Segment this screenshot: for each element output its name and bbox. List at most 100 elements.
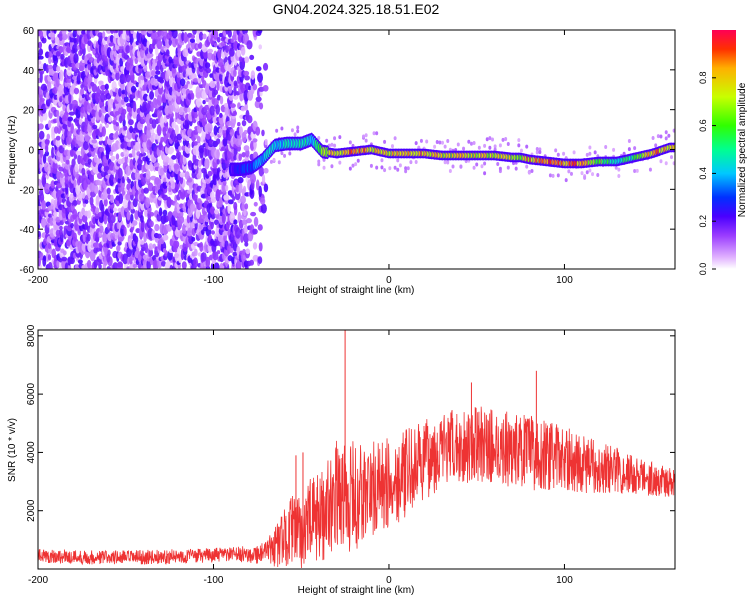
spectrogram-noise-cell <box>333 143 337 148</box>
spectrogram-noise-cell <box>263 183 269 193</box>
spectrogram-noise-cell <box>219 112 223 118</box>
spectrogram-noise-cell <box>105 93 112 100</box>
spectrogram-noise-cell <box>188 194 193 200</box>
spectrogram-noise-cell <box>68 111 75 116</box>
spectrogram-noise-cell <box>406 166 410 171</box>
spectrogram-cells <box>38 30 675 269</box>
spectrogram-noise-cell <box>252 228 258 235</box>
spectrogram-noise-cell <box>262 84 269 92</box>
spectrogram-noise-cell <box>109 151 114 157</box>
spectrogram-noise-cell <box>213 89 219 96</box>
spectrogram-noise-cell <box>245 248 251 255</box>
spectrogram-noise-cell <box>207 30 212 33</box>
spectrogram-noise-cell <box>237 176 244 184</box>
spectrogram-noise-cell <box>192 78 199 83</box>
spectrogram-noise-cell <box>229 128 235 137</box>
spectrogram-noise-cell <box>162 209 168 217</box>
spectrogram-noise-cell <box>226 244 232 255</box>
spectrogram-noise-cell <box>222 137 228 147</box>
spectrogram-noise-cell <box>112 262 119 269</box>
spectrogram-noise-cell <box>451 164 455 169</box>
spectrogram-noise-cell <box>47 80 52 92</box>
spectrogram-noise-cell <box>556 152 560 157</box>
spectrogram-noise-cell <box>38 55 44 60</box>
spectrogram-noise-cell <box>390 144 394 149</box>
spectrogram-noise-cell <box>243 224 248 234</box>
spectrogram-noise-cell <box>134 235 139 245</box>
spectrogram-noise-cell <box>148 243 154 251</box>
spectrogram-noise-cell <box>165 156 170 163</box>
spectrogram-noise-cell <box>125 73 131 83</box>
spectrogram-noise-cell <box>56 170 61 180</box>
spectrogram-noise-cell <box>593 150 597 155</box>
spectrogram-noise-cell <box>58 30 64 42</box>
spectrogram-noise-cell <box>102 31 106 39</box>
spectrogram-noise-cell <box>171 67 176 74</box>
spectrogram-noise-cell <box>201 167 207 174</box>
spectrogram-noise-cell <box>564 178 568 183</box>
spectrogram-noise-cell <box>258 242 263 252</box>
spectrogram-noise-cell <box>530 169 534 174</box>
spectrogram-noise-cell <box>480 164 484 169</box>
spectrogram-noise-cell <box>193 248 198 257</box>
spectrogram-noise-cell <box>38 230 41 238</box>
spectrogram-noise-cell <box>556 173 560 178</box>
spectrogram-noise-cell <box>81 30 86 35</box>
spectrogram-noise-cell <box>41 37 47 44</box>
spectrogram-noise-cell <box>209 191 215 199</box>
spectrogram-noise-cell <box>192 30 197 35</box>
spectrogram-noise-cell <box>151 118 157 129</box>
spectrogram-noise-cell <box>396 158 400 163</box>
snr-y-tick-label: 8000 <box>26 324 37 347</box>
snr-line <box>38 406 675 568</box>
colorbar-ticks: 0.0 0.2 0.4 0.6 0.8 <box>698 72 716 275</box>
spectrogram-noise-cell <box>204 62 211 69</box>
spectrogram-noise-cell <box>156 39 163 50</box>
colorbar-label: Normalized spectral amplitude <box>737 82 748 217</box>
spectrogram-y-tick-label: 0 <box>28 146 34 157</box>
spectrogram-noise-cell <box>275 128 279 133</box>
spectrogram-noise-cell <box>73 87 80 95</box>
spectrogram-noise-cell <box>67 116 74 122</box>
spectrogram-noise-cell <box>234 227 241 239</box>
spectrogram-x-tick-label: -200 <box>28 275 48 286</box>
spectrogram-noise-cell <box>514 166 518 171</box>
spectrogram-noise-cell <box>73 37 77 44</box>
spectrogram-noise-cell <box>216 36 221 43</box>
spectrogram-noise-cell <box>493 147 497 152</box>
spectrogram-noise-cell <box>229 47 235 57</box>
spectrogram-noise-cell <box>65 159 70 165</box>
spectrogram-noise-cell <box>127 200 132 211</box>
spectrogram-noise-cell <box>187 107 191 113</box>
spectrogram-noise-cell <box>144 242 148 254</box>
spectrogram-noise-cell <box>296 129 300 134</box>
spectrogram-noise-cell <box>99 225 104 234</box>
spectrogram-noise-cell <box>380 158 384 163</box>
spectrogram-noise-cell <box>448 168 452 173</box>
spectrogram-noise-cell <box>56 109 60 117</box>
spectrogram-noise-cell <box>120 66 125 72</box>
spectrogram-noise-cell <box>258 166 265 177</box>
spectrogram-noise-cell <box>664 130 668 135</box>
spectrogram-noise-cell <box>240 46 246 56</box>
spectrogram-noise-cell <box>136 163 143 171</box>
spectrogram-noise-cell <box>322 157 326 162</box>
spectrogram-noise-cell <box>95 232 100 244</box>
spectrogram-noise-cell <box>115 122 119 127</box>
spectrogram-noise-cell <box>241 131 247 143</box>
spectrogram-noise-cell <box>132 32 137 40</box>
colorbar-tick-label: 0.8 <box>698 72 708 85</box>
spectrogram-noise-cell <box>588 168 592 173</box>
spectrogram-noise-cell <box>151 229 156 241</box>
spectrogram-noise-cell <box>627 138 631 143</box>
spectrogram-noise-cell <box>538 147 542 152</box>
spectrogram-noise-cell <box>252 138 258 143</box>
chart-title: GN04.2024.325.18.51.E02 <box>273 1 440 17</box>
spectrogram-noise-cell <box>249 54 255 61</box>
spectrogram-noise-cell <box>244 102 248 111</box>
spectrogram-noise-cell <box>39 30 44 41</box>
spectrogram-noise-cell <box>246 40 253 50</box>
spectrogram-noise-cell <box>506 141 510 146</box>
colorbar-tick-label: 0.2 <box>698 215 708 228</box>
spectrogram-noise-cell <box>161 260 166 267</box>
